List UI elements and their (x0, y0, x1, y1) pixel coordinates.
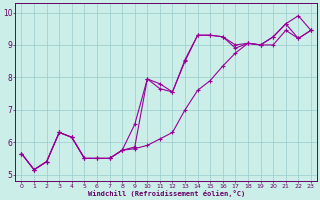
X-axis label: Windchill (Refroidissement éolien,°C): Windchill (Refroidissement éolien,°C) (88, 190, 245, 197)
